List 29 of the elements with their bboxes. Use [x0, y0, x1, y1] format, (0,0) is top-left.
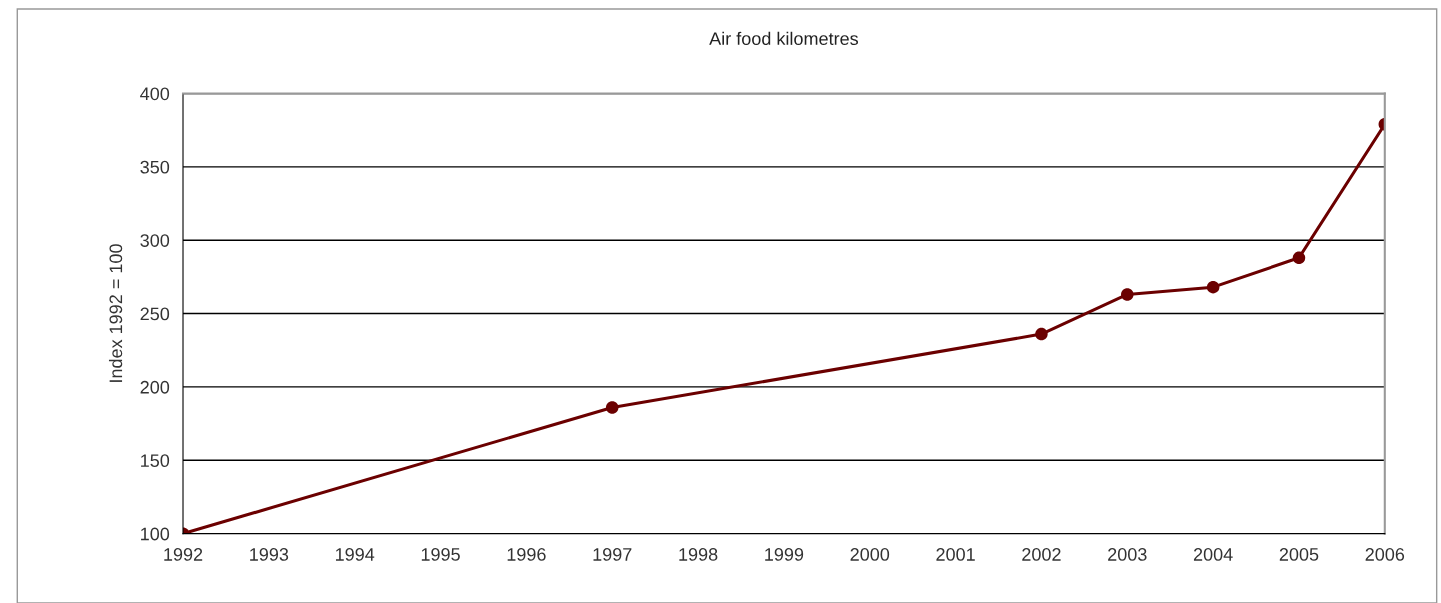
x-tick-label: 1993 [250, 548, 289, 561]
x-tick-label: 1995 [421, 548, 460, 561]
y-tick-label: 150 [141, 454, 170, 468]
x-tick-label: 2001 [936, 548, 975, 561]
y-tick-label: 250 [140, 307, 170, 321]
chart-title: Air food kilometres [709, 31, 859, 46]
y-tick-label: 100 [141, 527, 170, 541]
y-tick-label: 300 [140, 234, 170, 247]
x-tick-label: 2003 [1108, 548, 1147, 561]
point [1292, 251, 1306, 265]
y-tick-label: 400 [140, 87, 170, 101]
x-tick-label: 1997 [593, 548, 632, 561]
x-tick-label: 2000 [850, 548, 890, 561]
x-tick-label: 1999 [765, 548, 804, 561]
x-tick-label: 2006 [1365, 548, 1405, 561]
y-tick-label: 350 [140, 160, 170, 174]
point [1206, 280, 1220, 294]
x-tick-label: 2004 [1193, 548, 1233, 561]
x-tick-label: 1994 [335, 548, 375, 561]
x-tick-label: 1996 [507, 548, 546, 561]
x-tick-label: 2002 [1022, 548, 1061, 561]
point [1035, 327, 1048, 341]
point [605, 401, 619, 414]
x-tick-label: 2005 [1279, 548, 1319, 561]
y-tick-label: 200 [140, 380, 170, 394]
x-tick-label: 1998 [679, 548, 718, 561]
x-tick-label: 1992 [164, 548, 203, 561]
y-axis-title: Index 1992 = 100 [108, 244, 123, 382]
point [1121, 288, 1134, 301]
